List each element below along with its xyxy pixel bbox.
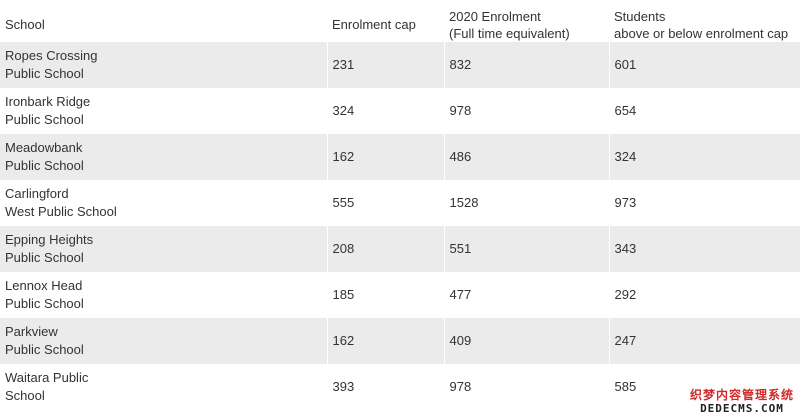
cap-cell: 555 <box>326 180 444 226</box>
enrolment-cell: 409 <box>443 318 609 364</box>
school-name: Ironbark Ridge Public School <box>5 94 91 127</box>
header-students-diff: Students above or below enrolment cap <box>609 0 800 42</box>
watermark-line2: DEDECMS.COM <box>700 402 784 415</box>
header-school: School <box>5 17 45 32</box>
enrolment-cell: 477 <box>443 272 609 318</box>
header-2020-enrolment-line2: (Full time equivalent) <box>449 26 570 41</box>
school-cell: Ropes Crossing Public School <box>0 42 327 88</box>
enrolment-table: School Enrolment cap 2020 Enrolment (Ful… <box>0 0 800 410</box>
header-students-diff-line1: Students <box>614 9 666 24</box>
school-name: Ropes Crossing Public School <box>5 48 98 81</box>
enrolment-cell: 1528 <box>443 180 609 226</box>
school-name: Carlingford West Public School <box>5 186 117 219</box>
school-name: Parkview Public School <box>5 324 84 357</box>
enrolment-cell: 486 <box>443 134 609 180</box>
header-enrolment-cap: Enrolment cap <box>332 17 416 32</box>
school-cell: Ironbark Ridge Public School <box>0 88 327 134</box>
table-row: Waitara Public School 393 978 585 <box>0 364 800 410</box>
watermark: 织梦内容管理系统 DEDECMS.COM <box>689 388 794 416</box>
table-body: Ropes Crossing Public School 231 832 601… <box>0 42 800 410</box>
school-cell: Waitara Public School <box>0 364 327 410</box>
school-cell: Carlingford West Public School <box>0 180 327 226</box>
table-row: Lennox Head Public School 185 477 292 <box>0 272 800 318</box>
cap-cell: 185 <box>326 272 444 318</box>
school-name: Waitara Public School <box>5 370 89 403</box>
table-row: Carlingford West Public School 555 1528 … <box>0 180 800 226</box>
school-name: Lennox Head Public School <box>5 278 84 311</box>
diff-cell: 292 <box>608 272 800 318</box>
table-row: Ropes Crossing Public School 231 832 601 <box>0 42 800 88</box>
cap-cell: 162 <box>326 134 444 180</box>
school-cell: Lennox Head Public School <box>0 272 327 318</box>
diff-cell: 247 <box>608 318 800 364</box>
enrolment-cell: 832 <box>443 42 609 88</box>
diff-cell: 585 <box>608 364 800 410</box>
table-row: Parkview Public School 162 409 247 <box>0 318 800 364</box>
header-students-diff-line2: above or below enrolment cap <box>614 26 789 41</box>
watermark-line1: 织梦内容管理系统 <box>689 388 794 402</box>
diff-cell: 324 <box>608 134 800 180</box>
cap-cell: 393 <box>326 364 444 410</box>
cap-cell: 324 <box>326 88 444 134</box>
school-name: Meadowbank Public School <box>5 140 84 173</box>
cap-cell: 231 <box>326 42 444 88</box>
diff-cell: 601 <box>608 42 800 88</box>
header-2020-enrolment-line1: 2020 Enrolment <box>449 9 541 24</box>
diff-cell: 654 <box>608 88 800 134</box>
school-cell: Epping Heights Public School <box>0 226 327 272</box>
table-row: Epping Heights Public School 208 551 343 <box>0 226 800 272</box>
school-cell: Meadowbank Public School <box>0 134 327 180</box>
cap-cell: 162 <box>326 318 444 364</box>
school-name: Epping Heights Public School <box>5 232 94 265</box>
diff-cell: 343 <box>608 226 800 272</box>
enrolment-cell: 978 <box>443 364 609 410</box>
diff-cell: 973 <box>608 180 800 226</box>
cap-cell: 208 <box>326 226 444 272</box>
enrolment-cell: 551 <box>443 226 609 272</box>
enrolment-cell: 978 <box>443 88 609 134</box>
table-row: Ironbark Ridge Public School 324 978 654 <box>0 88 800 134</box>
school-cell: Parkview Public School <box>0 318 327 364</box>
header-2020-enrolment: 2020 Enrolment (Full time equivalent) <box>444 0 609 42</box>
table-header: School Enrolment cap 2020 Enrolment (Ful… <box>0 0 800 42</box>
table-row: Meadowbank Public School 162 486 324 <box>0 134 800 180</box>
